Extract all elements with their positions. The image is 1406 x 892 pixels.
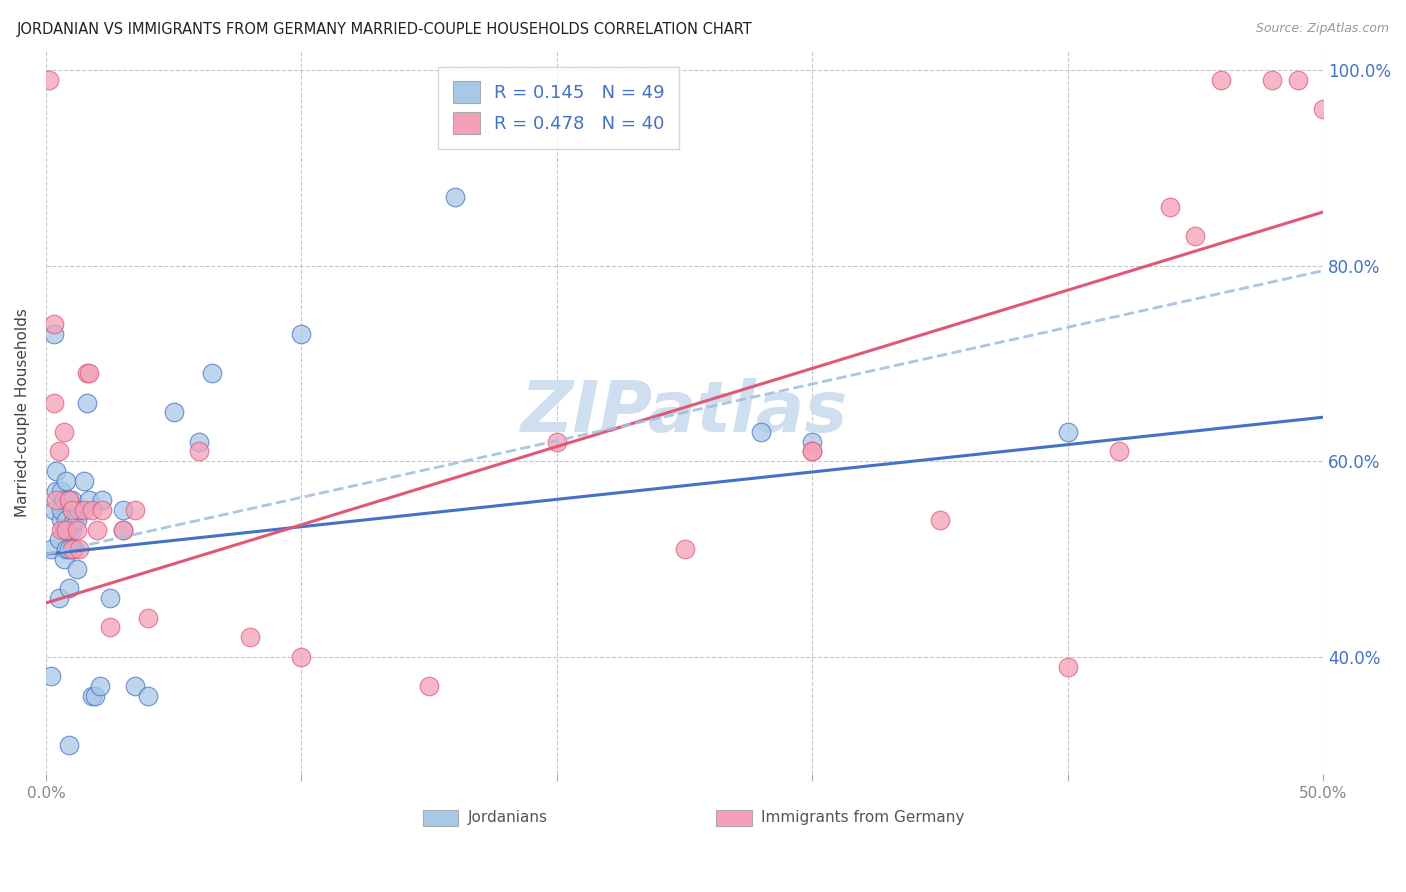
Point	[48, 444, 70, 458]
Point	[1209, 73, 1232, 87]
Point	[929, 513, 952, 527]
Point	[52, 523, 75, 537]
Point	[45, 464, 67, 478]
Point	[67, 503, 90, 517]
Y-axis label: Married-couple Households: Married-couple Households	[15, 308, 30, 516]
Point	[83, 689, 105, 703]
Point	[55, 542, 77, 557]
Point	[91, 493, 114, 508]
Point	[418, 679, 440, 693]
Point	[801, 434, 824, 449]
Point	[63, 542, 86, 557]
Point	[673, 542, 696, 557]
Point	[1312, 103, 1334, 117]
Point	[55, 523, 77, 537]
Point	[98, 591, 121, 605]
Point	[51, 503, 73, 517]
Point	[1056, 659, 1078, 673]
Point	[58, 738, 80, 752]
Point	[111, 523, 134, 537]
Point	[45, 493, 67, 508]
Point	[38, 73, 60, 87]
Point	[55, 513, 77, 527]
Text: ZIPatlas: ZIPatlas	[520, 378, 848, 447]
Text: Source: ZipAtlas.com: Source: ZipAtlas.com	[1256, 22, 1389, 36]
Point	[42, 503, 65, 517]
Point	[52, 493, 75, 508]
FancyBboxPatch shape	[717, 810, 752, 826]
Text: Immigrants from Germany: Immigrants from Germany	[761, 810, 965, 825]
Point	[65, 513, 87, 527]
Point	[51, 513, 73, 527]
Point	[73, 474, 96, 488]
Point	[42, 327, 65, 342]
Point	[65, 523, 87, 537]
Point	[1056, 425, 1078, 439]
Point	[1159, 200, 1181, 214]
Text: Jordanians: Jordanians	[467, 810, 547, 825]
Point	[290, 327, 312, 342]
Point	[801, 444, 824, 458]
Point	[188, 444, 211, 458]
Point	[39, 669, 62, 683]
Point	[86, 523, 108, 537]
Point	[111, 523, 134, 537]
Point	[63, 513, 86, 527]
Point	[45, 483, 67, 498]
Point	[48, 591, 70, 605]
Point	[39, 542, 62, 557]
Text: JORDANIAN VS IMMIGRANTS FROM GERMANY MARRIED-COUPLE HOUSEHOLDS CORRELATION CHART: JORDANIAN VS IMMIGRANTS FROM GERMANY MAR…	[17, 22, 752, 37]
Point	[79, 366, 101, 380]
Point	[188, 434, 211, 449]
Point	[801, 444, 824, 458]
Point	[1261, 73, 1284, 87]
Point	[124, 503, 146, 517]
Point	[80, 689, 103, 703]
Point	[201, 366, 224, 380]
Point	[60, 503, 83, 517]
Point	[136, 610, 159, 624]
Point	[52, 425, 75, 439]
Point	[79, 493, 101, 508]
Point	[55, 474, 77, 488]
Point	[58, 582, 80, 596]
Point	[67, 542, 90, 557]
Legend: R = 0.145   N = 49, R = 0.478   N = 40: R = 0.145 N = 49, R = 0.478 N = 40	[439, 67, 679, 149]
Point	[60, 493, 83, 508]
Point	[42, 318, 65, 332]
Point	[546, 434, 568, 449]
Point	[239, 630, 262, 644]
Point	[443, 190, 465, 204]
Point	[58, 493, 80, 508]
Point	[290, 649, 312, 664]
Point	[58, 523, 80, 537]
Point	[1184, 229, 1206, 244]
Point	[58, 542, 80, 557]
Point	[1108, 444, 1130, 458]
Point	[58, 493, 80, 508]
Point	[51, 523, 73, 537]
Point	[42, 395, 65, 409]
Point	[48, 533, 70, 547]
Point	[80, 503, 103, 517]
Point	[73, 503, 96, 517]
Point	[91, 503, 114, 517]
Point	[60, 542, 83, 557]
Point	[76, 366, 98, 380]
Point	[52, 552, 75, 566]
Point	[1286, 73, 1309, 87]
Point	[136, 689, 159, 703]
Point	[124, 679, 146, 693]
Point	[111, 503, 134, 517]
Point	[60, 523, 83, 537]
Point	[76, 395, 98, 409]
Point	[65, 562, 87, 576]
Point	[51, 483, 73, 498]
FancyBboxPatch shape	[423, 810, 458, 826]
Point	[749, 425, 772, 439]
Point	[163, 405, 186, 419]
Point	[98, 620, 121, 634]
Point	[89, 679, 111, 693]
